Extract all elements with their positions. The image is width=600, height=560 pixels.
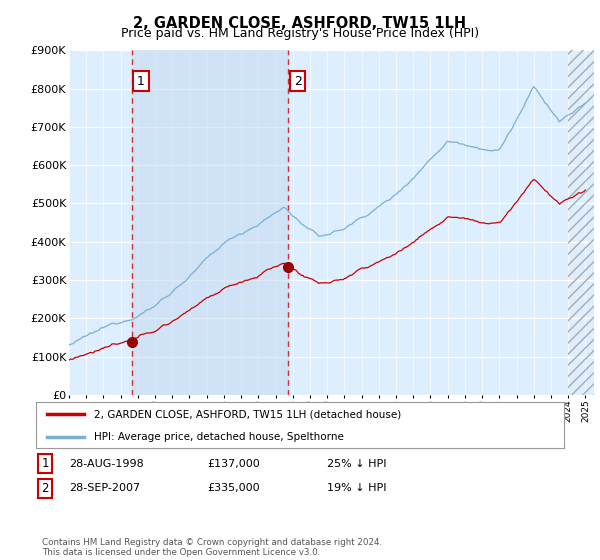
Text: HPI: Average price, detached house, Spelthorne: HPI: Average price, detached house, Spel… (94, 432, 344, 441)
Text: 2, GARDEN CLOSE, ASHFORD, TW15 1LH (detached house): 2, GARDEN CLOSE, ASHFORD, TW15 1LH (deta… (94, 409, 401, 419)
Text: £137,000: £137,000 (207, 459, 260, 469)
Text: 28-SEP-2007: 28-SEP-2007 (69, 483, 140, 493)
Text: £335,000: £335,000 (207, 483, 260, 493)
Bar (132, 50, 289, 395)
Text: 1: 1 (137, 74, 145, 87)
Bar (568, 50, 594, 395)
Text: 25% ↓ HPI: 25% ↓ HPI (327, 459, 386, 469)
Text: 2: 2 (293, 74, 302, 87)
Text: 2, GARDEN CLOSE, ASHFORD, TW15 1LH: 2, GARDEN CLOSE, ASHFORD, TW15 1LH (133, 16, 467, 31)
Text: Price paid vs. HM Land Registry's House Price Index (HPI): Price paid vs. HM Land Registry's House … (121, 27, 479, 40)
Text: Contains HM Land Registry data © Crown copyright and database right 2024.
This d: Contains HM Land Registry data © Crown c… (42, 538, 382, 557)
Text: 2: 2 (41, 482, 49, 495)
Text: 19% ↓ HPI: 19% ↓ HPI (327, 483, 386, 493)
Bar (568, 50, 594, 395)
Text: 1: 1 (41, 457, 49, 470)
Text: 28-AUG-1998: 28-AUG-1998 (69, 459, 144, 469)
